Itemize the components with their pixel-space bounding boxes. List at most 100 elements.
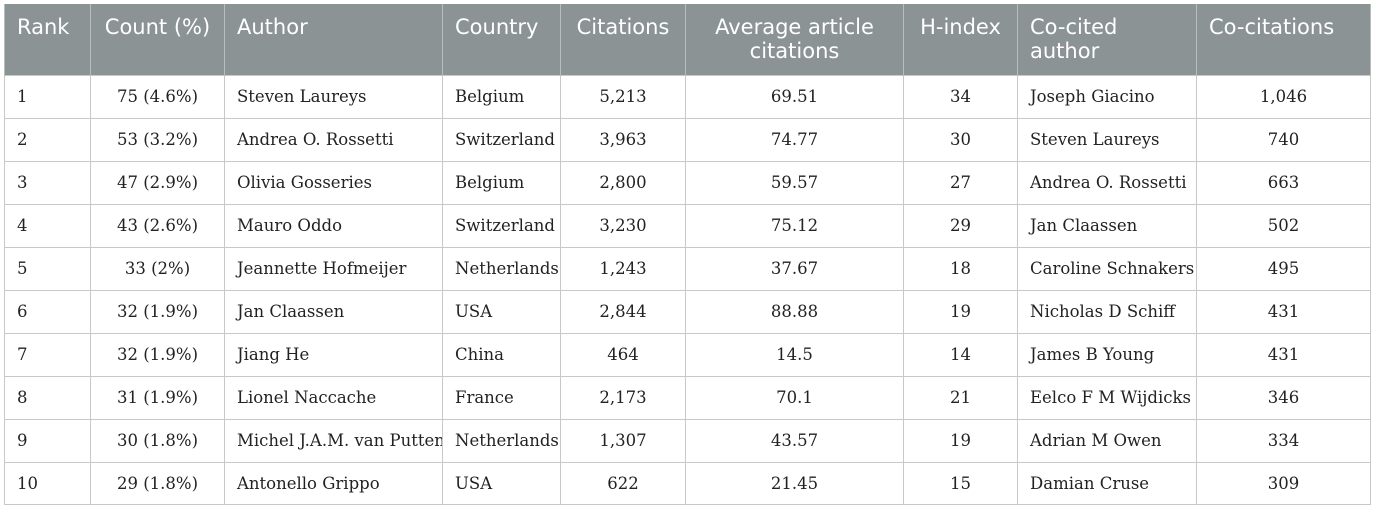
- cell-author: Jan Claassen: [224, 289, 443, 334]
- table-row: 1 75 (4.6%) Steven Laureys Belgium 5,213…: [4, 74, 1371, 119]
- cell-country: USA: [442, 461, 561, 505]
- cell-average-article-citations: 70.1: [685, 375, 904, 420]
- cell-co-citations: 431: [1196, 289, 1371, 334]
- table-row: 8 31 (1.9%) Lionel Naccache France 2,173…: [4, 375, 1371, 420]
- header-co-citations: Co-citations: [1196, 4, 1371, 75]
- cell-co-cited-author: Adrian M Owen: [1017, 418, 1197, 463]
- cell-author: Jeannette Hofmeijer: [224, 246, 443, 291]
- header-rank: Rank: [4, 4, 91, 75]
- cell-count: 30 (1.8%): [90, 418, 225, 463]
- cell-average-article-citations: 88.88: [685, 289, 904, 334]
- cell-count: 75 (4.6%): [90, 74, 225, 119]
- header-count: Count (%): [90, 4, 225, 75]
- cell-country: USA: [442, 289, 561, 334]
- cell-author: Lionel Naccache: [224, 375, 443, 420]
- cell-average-article-citations: 75.12: [685, 203, 904, 248]
- cell-count: 32 (1.9%): [90, 332, 225, 377]
- cell-co-citations: 502: [1196, 203, 1371, 248]
- cell-co-cited-author: Steven Laureys: [1017, 117, 1197, 162]
- cell-count: 47 (2.9%): [90, 160, 225, 205]
- cell-citations: 2,173: [560, 375, 686, 420]
- cell-citations: 3,963: [560, 117, 686, 162]
- cell-h-index: 27: [903, 160, 1018, 205]
- cell-author: Olivia Gosseries: [224, 160, 443, 205]
- cell-co-citations: 740: [1196, 117, 1371, 162]
- cell-co-cited-author: James B Young: [1017, 332, 1197, 377]
- table-row: 3 47 (2.9%) Olivia Gosseries Belgium 2,8…: [4, 160, 1371, 205]
- cell-author: Steven Laureys: [224, 74, 443, 119]
- cell-co-cited-author: Caroline Schnakers: [1017, 246, 1197, 291]
- cell-count: 53 (3.2%): [90, 117, 225, 162]
- cell-h-index: 19: [903, 289, 1018, 334]
- table-row: 10 29 (1.8%) Antonello Grippo USA 622 21…: [4, 461, 1371, 505]
- cell-rank: 2: [4, 117, 91, 162]
- cell-average-article-citations: 37.67: [685, 246, 904, 291]
- cell-rank: 10: [4, 461, 91, 505]
- cell-rank: 5: [4, 246, 91, 291]
- cell-country: Belgium: [442, 160, 561, 205]
- cell-count: 33 (2%): [90, 246, 225, 291]
- cell-author: Michel J.A.M. van Putten: [224, 418, 443, 463]
- table-header: Rank Count (%) Author Country Citations …: [4, 4, 1371, 75]
- cell-citations: 3,230: [560, 203, 686, 248]
- cell-h-index: 14: [903, 332, 1018, 377]
- cell-count: 32 (1.9%): [90, 289, 225, 334]
- cell-author: Antonello Grippo: [224, 461, 443, 505]
- table-row: 5 33 (2%) Jeannette Hofmeijer Netherland…: [4, 246, 1371, 291]
- cell-h-index: 15: [903, 461, 1018, 505]
- cell-citations: 2,800: [560, 160, 686, 205]
- authors-table: Rank Count (%) Author Country Citations …: [4, 4, 1371, 505]
- cell-h-index: 34: [903, 74, 1018, 119]
- header-author: Author: [224, 4, 443, 75]
- cell-count: 43 (2.6%): [90, 203, 225, 248]
- cell-h-index: 19: [903, 418, 1018, 463]
- cell-citations: 464: [560, 332, 686, 377]
- cell-count: 29 (1.8%): [90, 461, 225, 505]
- cell-country: Netherlands: [442, 418, 561, 463]
- header-average-article-citations: Average article citations: [685, 4, 904, 75]
- header-co-cited-author: Co-cited author: [1017, 4, 1197, 75]
- cell-citations: 1,307: [560, 418, 686, 463]
- cell-co-citations: 1,046: [1196, 74, 1371, 119]
- cell-rank: 3: [4, 160, 91, 205]
- cell-citations: 2,844: [560, 289, 686, 334]
- cell-co-citations: 309: [1196, 461, 1371, 505]
- cell-rank: 8: [4, 375, 91, 420]
- cell-author: Mauro Oddo: [224, 203, 443, 248]
- table-row: 7 32 (1.9%) Jiang He China 464 14.5 14 J…: [4, 332, 1371, 377]
- cell-citations: 1,243: [560, 246, 686, 291]
- cell-country: China: [442, 332, 561, 377]
- cell-average-article-citations: 43.57: [685, 418, 904, 463]
- cell-rank: 6: [4, 289, 91, 334]
- cell-co-cited-author: Damian Cruse: [1017, 461, 1197, 505]
- cell-h-index: 30: [903, 117, 1018, 162]
- cell-average-article-citations: 59.57: [685, 160, 904, 205]
- cell-country: Netherlands: [442, 246, 561, 291]
- cell-co-citations: 495: [1196, 246, 1371, 291]
- cell-rank: 1: [4, 74, 91, 119]
- cell-h-index: 21: [903, 375, 1018, 420]
- cell-co-cited-author: Eelco F M Wijdicks: [1017, 375, 1197, 420]
- cell-average-article-citations: 74.77: [685, 117, 904, 162]
- header-citations: Citations: [560, 4, 686, 75]
- header-h-index: H-index: [903, 4, 1018, 75]
- table-body: 1 75 (4.6%) Steven Laureys Belgium 5,213…: [4, 74, 1371, 505]
- cell-country: Switzerland: [442, 117, 561, 162]
- cell-co-citations: 663: [1196, 160, 1371, 205]
- cell-author: Jiang He: [224, 332, 443, 377]
- header-country: Country: [442, 4, 561, 75]
- cell-count: 31 (1.9%): [90, 375, 225, 420]
- cell-rank: 7: [4, 332, 91, 377]
- cell-co-cited-author: Andrea O. Rossetti: [1017, 160, 1197, 205]
- cell-rank: 9: [4, 418, 91, 463]
- cell-co-citations: 334: [1196, 418, 1371, 463]
- cell-author: Andrea O. Rossetti: [224, 117, 443, 162]
- cell-citations: 622: [560, 461, 686, 505]
- cell-co-citations: 431: [1196, 332, 1371, 377]
- header-row: Rank Count (%) Author Country Citations …: [4, 4, 1371, 75]
- cell-citations: 5,213: [560, 74, 686, 119]
- cell-country: Belgium: [442, 74, 561, 119]
- table-row: 2 53 (3.2%) Andrea O. Rossetti Switzerla…: [4, 117, 1371, 162]
- table-row: 9 30 (1.8%) Michel J.A.M. van Putten Net…: [4, 418, 1371, 463]
- cell-co-cited-author: Joseph Giacino: [1017, 74, 1197, 119]
